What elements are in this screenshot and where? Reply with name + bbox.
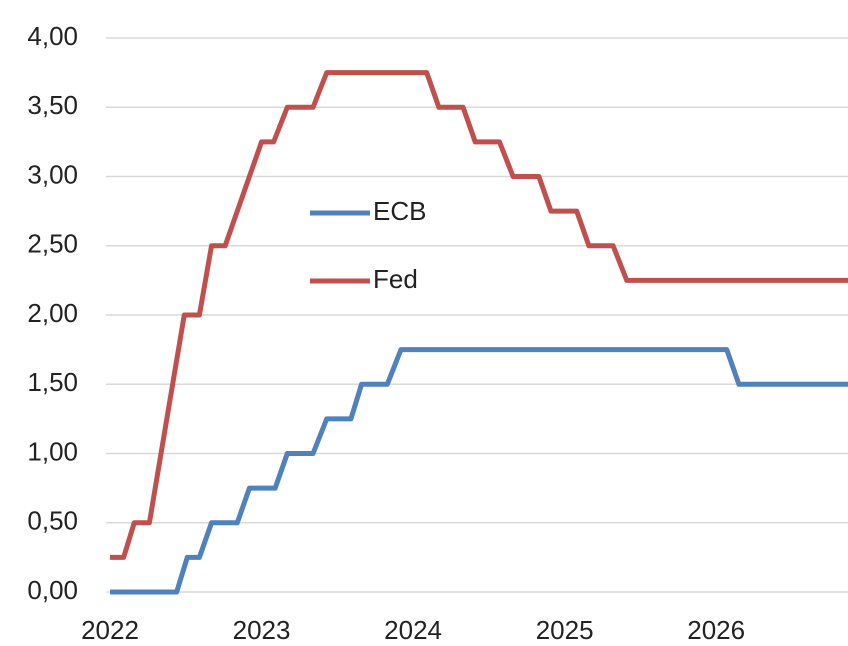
y-tick-label: 0,50	[27, 506, 78, 536]
legend-label: ECB	[373, 196, 426, 226]
x-tick-label: 2023	[233, 615, 291, 645]
y-tick-label: 4,00	[27, 21, 78, 51]
legend-label: Fed	[373, 264, 418, 294]
y-tick-label: 1,00	[27, 436, 78, 466]
x-tick-label: 2024	[384, 615, 442, 645]
y-tick-label: 2,50	[27, 229, 78, 259]
series-line	[110, 70, 848, 560]
y-tick-label: 3,50	[27, 90, 78, 120]
series-line	[110, 347, 848, 595]
y-tick-label: 0,00	[27, 575, 78, 605]
y-tick-label: 3,00	[27, 159, 78, 189]
x-tick-label: 2022	[81, 615, 139, 645]
y-tick-label: 2,00	[27, 298, 78, 328]
x-tick-label: 2025	[536, 615, 594, 645]
y-tick-label: 1,50	[27, 367, 78, 397]
x-tick-label: 2026	[687, 615, 745, 645]
